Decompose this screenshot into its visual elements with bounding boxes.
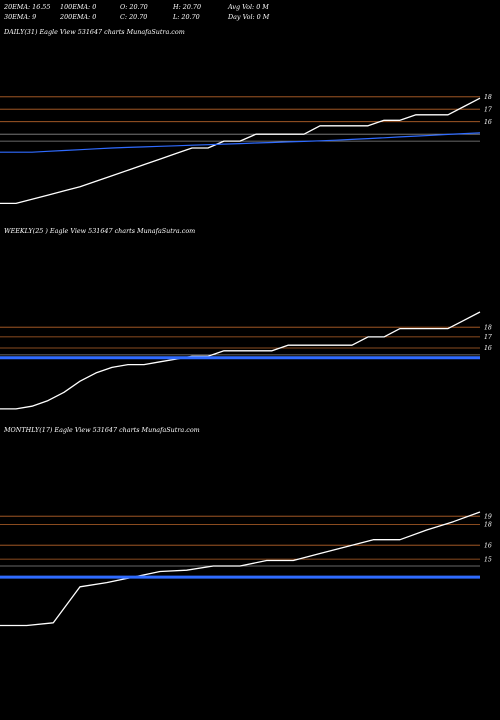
weekly-price-line [0,311,481,410]
daily-level-label-0: 18 [484,94,492,101]
daily-level-label-1: 17 [484,106,492,113]
header-low: L: 20.70 [172,13,200,21]
header-high: H: 20.70 [172,3,201,11]
daily-chart-panel: 18 17 16 [0,94,492,205]
weekly-chart-title: WEEKLY(25 ) Eagle View 531647 charts Mun… [4,227,195,235]
header-avg-vol: Avg Vol: 0 M [227,3,269,11]
monthly-chart-panel: 19 18 16 15 [0,511,492,627]
monthly-level-label-2: 16 [484,542,492,549]
monthly-level-label-3: 15 [484,556,492,563]
weekly-chart-panel: 18 17 16 [0,311,492,410]
monthly-level-label-1: 18 [484,522,492,529]
daily-price-line [0,97,481,205]
header-20ema: 20EMA: 16.55 [3,3,50,11]
header-day-vol: Day Vol: 0 M [227,13,270,21]
header-open: O: 20.70 [120,3,148,11]
monthly-level-label-0: 19 [484,513,492,520]
daily-ema-line [0,132,481,153]
header-200ema: 200EMA: 0 [59,13,96,21]
weekly-level-label-0: 18 [484,324,492,331]
weekly-level-label-1: 17 [484,334,492,341]
weekly-level-label-2: 16 [484,345,492,352]
header-100ema: 100EMA: 0 [60,3,96,11]
header-30ema: 30EMA: 9 [4,13,36,21]
daily-level-label-2: 16 [484,119,492,126]
monthly-chart-title: MONTHLY(17) Eagle View 531647 charts Mun… [3,426,200,434]
header-stats: 20EMA: 16.55 100EMA: 0 O: 20.70 H: 20.70… [3,3,270,21]
header-close: C: 20.70 [120,13,147,21]
monthly-price-line [0,511,481,627]
daily-chart-title: DAILY(31) Eagle View 531647 charts Munaf… [3,28,185,36]
